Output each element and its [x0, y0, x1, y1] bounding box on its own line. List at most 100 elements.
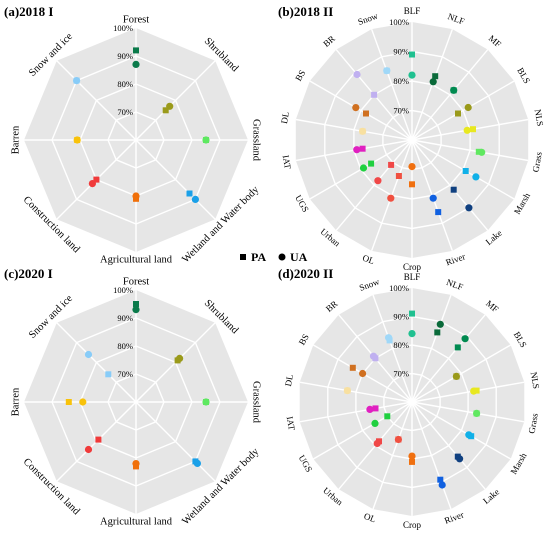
- pa-marker: [349, 364, 356, 371]
- pa-marker: [388, 161, 395, 168]
- ua-marker: [473, 409, 481, 417]
- radar-category-label: Grassland: [251, 381, 262, 424]
- ua-marker: [478, 148, 486, 156]
- radar-tick-label: 70%: [393, 369, 409, 379]
- ua-marker: [385, 334, 393, 342]
- radar-tick-label: 90%: [117, 313, 133, 323]
- legend-pa-swatch: [240, 254, 246, 260]
- ua-marker: [465, 431, 473, 439]
- pa-marker: [434, 329, 441, 336]
- ua-marker: [383, 67, 391, 75]
- pa-marker: [363, 110, 369, 117]
- radar-category-label: Agricultural land: [100, 516, 173, 527]
- pa-marker: [435, 209, 442, 216]
- pa-marker: [359, 145, 366, 152]
- radar-tick-label: 80%: [393, 340, 409, 350]
- ua-marker: [176, 354, 184, 362]
- radar-tick-label: 70%: [117, 369, 133, 379]
- radar-category-label: Forest: [123, 276, 149, 287]
- radar-category-label: Barren: [10, 387, 21, 416]
- ua-marker: [464, 103, 472, 112]
- radar-category-label: NLF: [446, 11, 465, 26]
- pa-marker: [409, 51, 415, 58]
- radar-panel-1: 70%80%90%100%ForestShrublandGrasslandWet…: [4, 4, 262, 265]
- radar-category-label: Crop: [403, 262, 422, 272]
- ua-marker: [193, 459, 201, 467]
- panel-title: (a)2018 I: [4, 4, 53, 19]
- pa-marker: [105, 371, 112, 378]
- radar-category-label: BS: [297, 332, 311, 347]
- radar-spoke: [411, 139, 529, 162]
- ua-marker: [132, 460, 140, 468]
- ua-marker: [191, 195, 199, 203]
- radar-spoke: [411, 401, 452, 510]
- radar-category-label: BLS: [512, 330, 529, 349]
- ua-marker: [387, 194, 395, 202]
- ua-marker: [73, 136, 81, 144]
- ua-marker: [463, 126, 471, 134]
- ua-marker: [73, 77, 81, 85]
- radar-category-label: DL: [279, 111, 291, 125]
- pa-marker: [384, 413, 391, 420]
- radar-tick-label: 80%: [117, 79, 133, 89]
- ua-marker: [461, 335, 469, 343]
- panel-title: (c)2020 I: [4, 266, 53, 281]
- radar-category-label: Forest: [123, 14, 149, 25]
- radar-spoke: [312, 401, 413, 460]
- ua-marker: [359, 164, 368, 172]
- pa-marker: [454, 344, 461, 351]
- radar-tick-label: 90%: [393, 312, 409, 322]
- radar-category-label: UGS: [293, 193, 311, 214]
- radar-category-label: OL: [361, 253, 376, 267]
- pa-marker: [95, 436, 102, 443]
- ua-marker: [408, 163, 416, 171]
- radar-spoke: [370, 28, 413, 141]
- radar-category-label: Snow: [358, 276, 381, 293]
- radar-tick-label: 80%: [117, 341, 133, 351]
- radar-spoke: [411, 49, 489, 141]
- ua-marker: [353, 70, 361, 79]
- radar-spoke: [295, 118, 413, 141]
- radar-category-label: NLS: [533, 108, 546, 126]
- ua-marker: [166, 102, 174, 110]
- ua-marker: [202, 398, 210, 406]
- ua-marker: [429, 194, 437, 202]
- radar-spoke: [309, 80, 413, 141]
- ua-marker: [359, 369, 367, 378]
- ua-marker: [352, 104, 360, 112]
- radar-spoke: [411, 401, 486, 490]
- ua-marker: [84, 350, 93, 359]
- radar-category-label: UGS: [297, 453, 315, 474]
- radar-tick-label: 80%: [393, 76, 409, 86]
- radar-panel-2: 70%80%90%100%BLFNLFMFBLSNLSGrassMarshLak…: [278, 4, 545, 272]
- ua-marker: [408, 452, 416, 460]
- radar-tick-label: 90%: [117, 51, 133, 61]
- panel-title: (b)2018 II: [278, 4, 333, 19]
- ua-marker: [429, 78, 437, 86]
- radar-category-label: River: [443, 510, 465, 526]
- radar-spoke: [299, 401, 413, 423]
- legend-pa-label: PA: [251, 250, 266, 264]
- pa-marker: [133, 301, 139, 307]
- radar-category-label: Agricultural land: [100, 254, 173, 265]
- ua-marker: [394, 435, 402, 444]
- ua-marker: [353, 146, 361, 154]
- ua-marker: [408, 71, 416, 79]
- radar-spoke: [411, 314, 486, 403]
- radar-spoke: [56, 60, 137, 141]
- radar-category-label: BLF: [404, 6, 421, 16]
- radar-spoke: [411, 294, 452, 403]
- ua-marker: [450, 86, 458, 94]
- radar-category-label: NLF: [445, 277, 464, 292]
- radar-spoke: [411, 401, 512, 460]
- radar-tick-label: 70%: [393, 106, 409, 116]
- ua-marker: [84, 445, 93, 454]
- radar-tick-label: 90%: [393, 47, 409, 57]
- radar-category-label: Grass: [530, 151, 543, 173]
- panel-title: (d)2020 II: [278, 266, 333, 281]
- radar-spoke: [56, 322, 137, 403]
- pa-marker: [437, 476, 444, 483]
- ua-marker: [470, 387, 478, 395]
- radar-spoke: [135, 401, 216, 482]
